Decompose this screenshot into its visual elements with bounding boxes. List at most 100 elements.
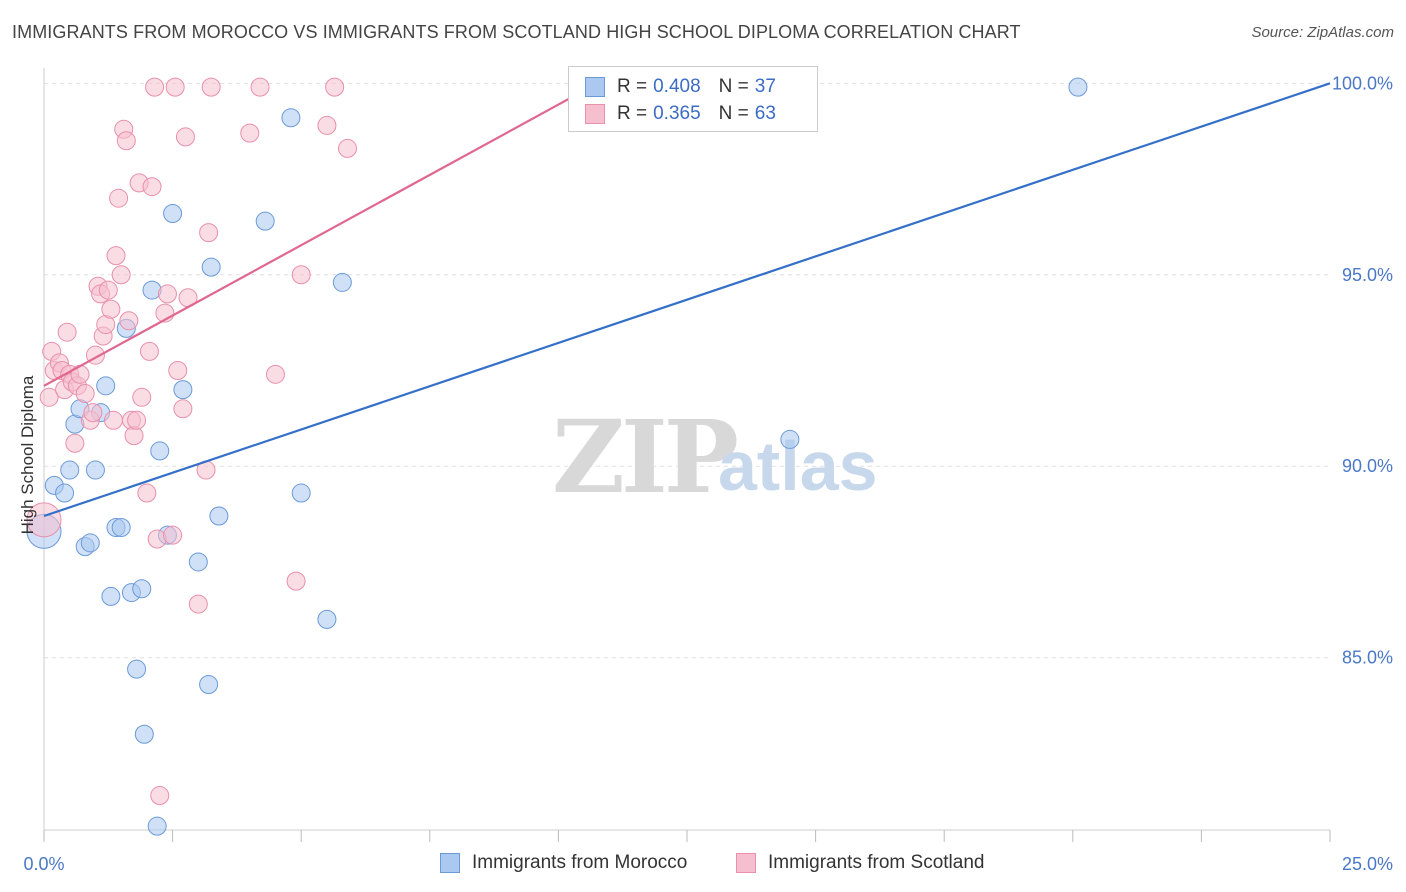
axes: [43, 68, 1331, 842]
scotland-point: [150, 786, 170, 806]
scotland-point: [199, 223, 219, 243]
morocco-trend-line: [43, 82, 1331, 518]
morocco-point: [173, 380, 193, 400]
legend-item-scotland[interactable]: Immigrants from Scotland: [736, 852, 984, 874]
scotland-point: [106, 246, 126, 266]
x-tick-label: 25.0%: [1342, 854, 1393, 874]
morocco-point: [101, 586, 121, 606]
morocco-point: [1068, 77, 1088, 97]
y-tick-label: 85.0%: [1342, 648, 1393, 668]
r-value: 0.365: [653, 103, 701, 124]
source-label: Source: ZipAtlas.com: [1251, 24, 1394, 41]
scotland-point: [116, 131, 136, 151]
chart-title: IMMIGRANTS FROM MOROCCO VS IMMIGRANTS FR…: [12, 22, 1021, 42]
legend-item-morocco[interactable]: Immigrants from Morocco: [440, 852, 687, 874]
scotland-point: [132, 387, 152, 407]
scotland-point: [111, 265, 131, 285]
morocco-point: [209, 506, 229, 526]
y-tick-labels: 85.0% 90.0% 95.0% 100.0%: [1332, 73, 1393, 667]
scotland-point: [127, 410, 147, 430]
x-tick-label: 0.0%: [23, 854, 64, 874]
scotland-point: [173, 399, 193, 419]
morocco-point: [291, 483, 311, 503]
n-value: 37: [754, 76, 776, 97]
morocco-point: [255, 211, 275, 231]
morocco-point: [147, 816, 167, 836]
morocco-point: [55, 483, 75, 503]
scotland-point: [26, 502, 62, 538]
legend-label-scotland: Immigrants from Scotland: [768, 852, 985, 873]
scotland-point: [240, 123, 260, 143]
scotland-point: [109, 188, 129, 208]
scotland-point: [157, 284, 177, 304]
scotland-point: [39, 387, 59, 407]
n-label: N =: [718, 103, 749, 124]
stats-legend: R = 0.408 N = 37 R = 0.365 N = 63: [568, 66, 818, 132]
legend-label-morocco: Immigrants from Morocco: [472, 852, 688, 873]
scotland-swatch: [585, 104, 605, 124]
morocco-point: [132, 579, 152, 599]
trend-lines: [43, 67, 1331, 518]
scotland-point: [119, 311, 139, 331]
grid: [44, 82, 1330, 659]
y-tick-label: 100.0%: [1332, 73, 1393, 93]
scotland-point: [57, 322, 77, 342]
scotland-point: [70, 364, 90, 384]
scotland-point: [188, 594, 208, 614]
morocco-point: [201, 257, 221, 277]
scotland-trend-line: [43, 67, 626, 387]
r-label: R =: [617, 103, 648, 124]
scotland-point: [265, 364, 285, 384]
scotland-point: [142, 177, 162, 197]
morocco-point: [85, 460, 105, 480]
morocco-point: [60, 460, 80, 480]
scotland-point: [201, 77, 221, 97]
r-label: R =: [617, 76, 648, 97]
y-tick-label: 90.0%: [1342, 456, 1393, 476]
morocco-point: [80, 533, 100, 553]
morocco-swatch: [440, 853, 460, 873]
morocco-point: [134, 724, 154, 744]
scotland-point: [98, 280, 118, 300]
scotland-point: [286, 571, 306, 591]
scotland-point: [250, 77, 270, 97]
scotland-point: [337, 138, 357, 158]
scotland-point: [168, 361, 188, 381]
y-axis-label: High School Diploma: [18, 375, 37, 534]
scotland-point: [175, 127, 195, 147]
watermark-zip: ZIP: [552, 398, 737, 516]
y-tick-label: 95.0%: [1342, 265, 1393, 285]
morocco-point: [332, 272, 352, 292]
n-value: 63: [754, 103, 776, 124]
morocco-point: [111, 517, 131, 537]
x-tick-labels: 0.0% 25.0%: [23, 854, 1393, 874]
scotland-point: [137, 483, 157, 503]
scotland-point: [83, 403, 103, 423]
r-value: 0.408: [653, 76, 701, 97]
morocco-point: [127, 659, 147, 679]
scotland-point: [317, 115, 337, 135]
morocco-point: [780, 429, 800, 449]
morocco-point: [150, 441, 170, 461]
scotland-swatch: [736, 853, 756, 873]
legend-row-morocco: R = 0.408 N = 37: [585, 75, 776, 99]
scotland-point: [325, 77, 345, 97]
n-label: N =: [718, 76, 749, 97]
morocco-point: [317, 609, 337, 629]
legend-row-scotland: R = 0.365 N = 63: [585, 102, 776, 126]
scotland-point: [163, 525, 183, 545]
scotland-point: [145, 77, 165, 97]
scotland-point: [101, 299, 121, 319]
scotland-point: [165, 77, 185, 97]
scotland-point: [75, 383, 95, 403]
morocco-point: [199, 674, 219, 694]
scotland-point: [291, 265, 311, 285]
scotland-point: [65, 433, 85, 453]
scotland-point: [103, 410, 123, 430]
morocco-point: [96, 376, 116, 396]
morocco-point: [188, 552, 208, 572]
morocco-point: [281, 108, 301, 128]
scotland-point: [139, 341, 159, 361]
morocco-swatch: [585, 77, 605, 97]
